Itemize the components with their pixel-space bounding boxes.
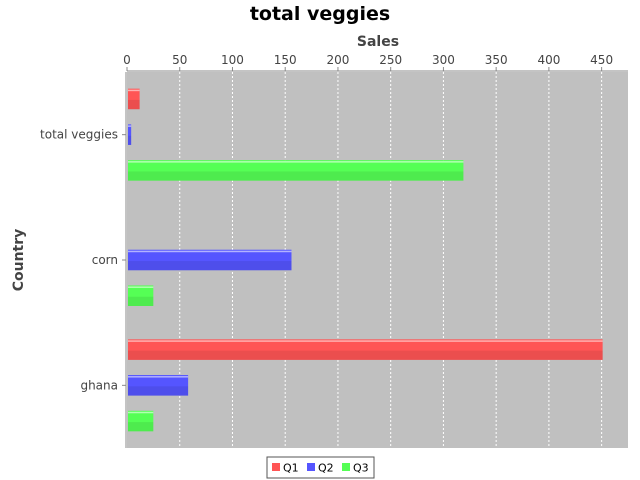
bar-highlight [128,411,154,414]
bar-shade [128,296,154,306]
bar-highlight [128,250,292,253]
x-tick-label: 150 [274,53,297,67]
x-tick-label: 0 [123,53,131,67]
y-axis-label: Country [11,229,27,292]
bar-shade [128,350,603,360]
x-tick-label: 200 [326,53,349,67]
bar-highlight [128,125,132,127]
x-tick-label: 100 [221,53,244,67]
legend-swatch-q1 [272,463,280,471]
bar-q1-ghana [128,339,603,360]
bar-shade [128,99,140,110]
y-tick-labels: total veggies corn ghana [40,128,126,392]
y-tick-label: ghana [80,378,118,392]
bar-shade [128,386,189,396]
legend-swatch-q3 [342,463,350,471]
bars [128,88,603,432]
legend: Q1 Q2 Q3 [266,456,375,479]
chart-title: total veggies [250,3,390,25]
bar-highlight [128,286,154,288]
legend-label-q1: Q1 [283,462,299,475]
bar-q2-ghana [128,375,189,396]
y-tick-label: corn [92,253,118,267]
x-tick-label: 300 [432,53,455,67]
bar-q2-total-veggies [128,124,132,145]
y-tick-label: total veggies [40,128,118,142]
bar-shade [128,135,132,145]
x-tick-label: 350 [485,53,508,67]
bar-shade [128,171,464,181]
bar-q1-total-veggies [128,88,140,110]
x-tick-label: 50 [172,53,187,67]
bar-highlight [128,89,140,92]
bar-shade [128,422,154,432]
legend-label-q3: Q3 [353,462,369,475]
bar-q3-corn [128,285,154,306]
x-tick-labels: 0 50 100 150 200 250 300 350 400 450 [123,53,613,71]
x-tick-label: 250 [379,53,402,67]
x-axis-label: Sales [357,34,399,50]
bar-shade [128,261,292,271]
legend-label-q2: Q2 [318,462,334,475]
bar-q3-ghana [128,410,154,432]
bar-highlight [128,161,464,163]
bar-q3-total-veggies [128,160,464,181]
x-tick-label: 400 [537,53,560,67]
bar-q2-corn [128,249,292,271]
legend-box [266,456,375,479]
legend-swatch-q2 [307,463,315,471]
x-tick-label: 450 [590,53,613,67]
bar-highlight [128,376,189,378]
bar-highlight [128,340,603,342]
